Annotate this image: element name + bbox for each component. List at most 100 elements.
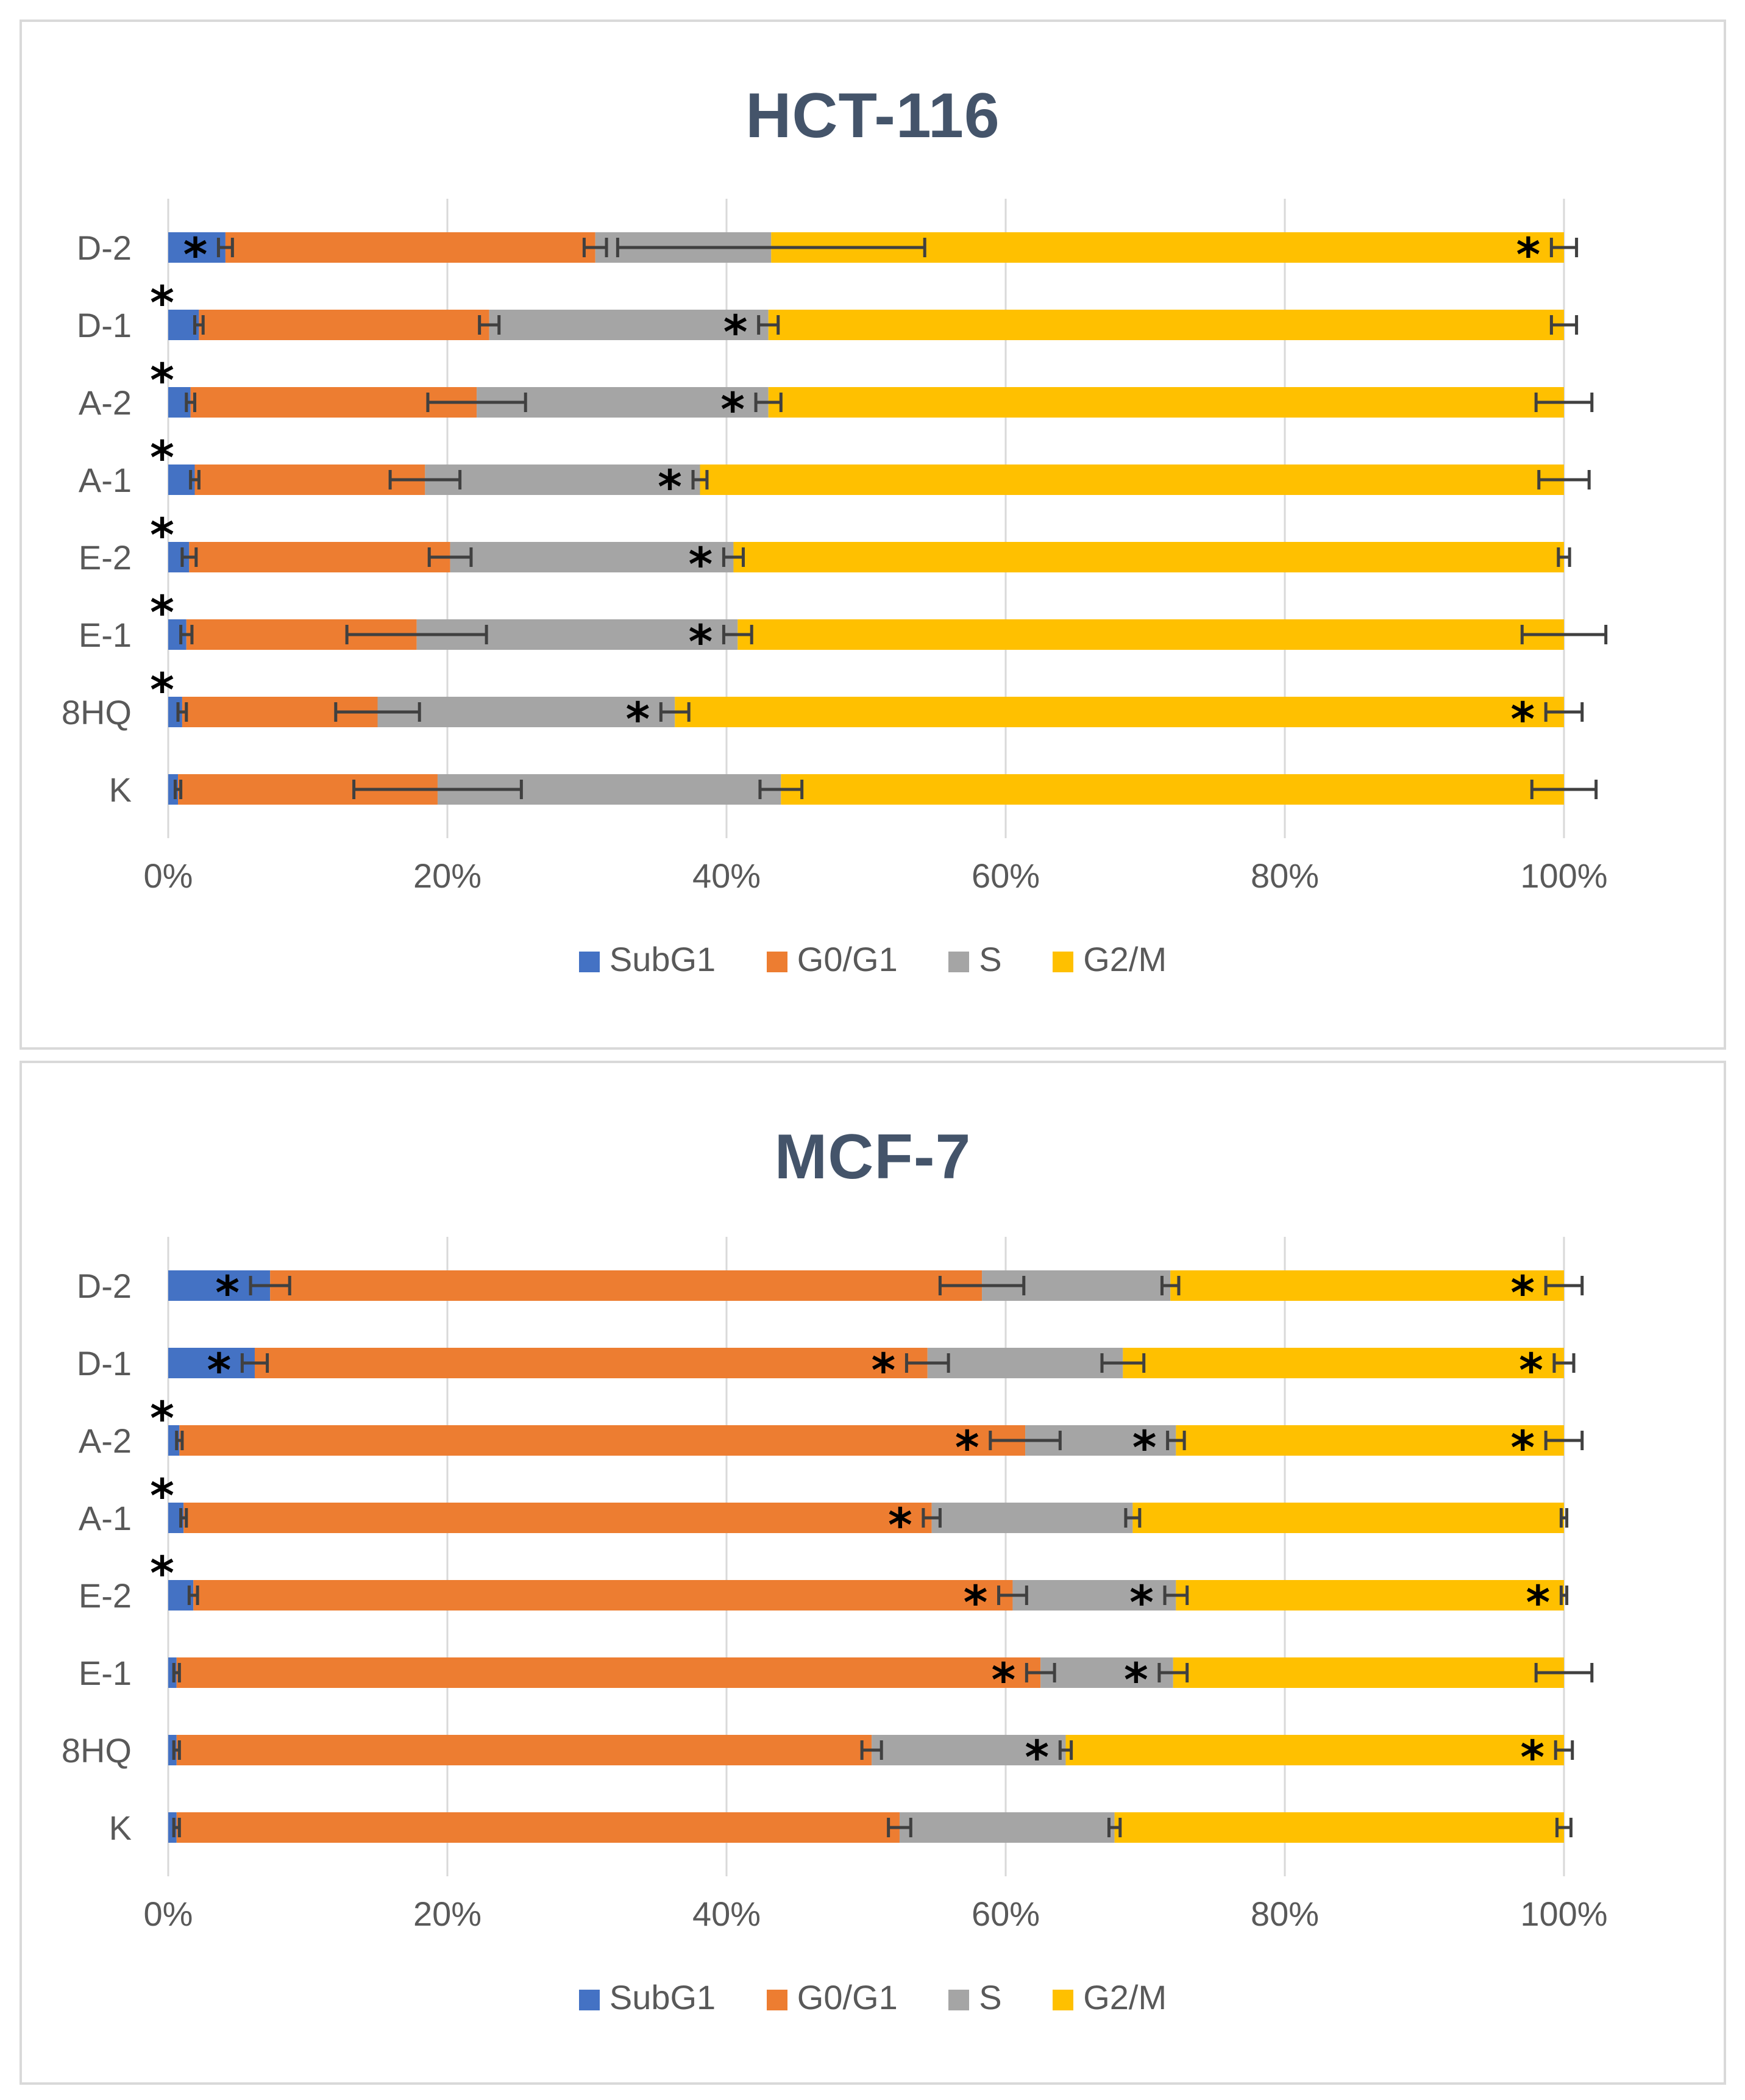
bar-segment-g0-g1 bbox=[194, 464, 425, 495]
y-category-label: D-2 bbox=[77, 229, 132, 267]
significance-asterisk: * bbox=[964, 1575, 988, 1629]
bar-segment-s bbox=[931, 1503, 1133, 1533]
error-bar-g2-m bbox=[1559, 1508, 1569, 1528]
bar-segment-g2-m bbox=[675, 697, 1564, 727]
y-category-label: K bbox=[109, 1809, 132, 1847]
bar-segment-s bbox=[927, 1348, 1123, 1378]
legend-label-g2m: G2/M bbox=[1083, 1978, 1167, 2016]
x-tick-label: 100% bbox=[1520, 856, 1607, 895]
bar-segment-g2-m bbox=[1176, 1580, 1564, 1611]
error-bar-g2-m bbox=[1552, 1353, 1576, 1373]
significance-asterisk: * bbox=[1516, 227, 1541, 282]
x-tick-label: 0% bbox=[144, 856, 193, 895]
chart-title: MCF-7 bbox=[774, 1122, 972, 1192]
chart-panel-mcf7: MCF-7 0% 20% 40% 60% 80% 100% D-2 * * D-1 * * * A-2 * *… bbox=[20, 1061, 1726, 2085]
bar-segment-s bbox=[489, 310, 769, 340]
error-bar-g0-g1 bbox=[904, 1353, 950, 1373]
error-bar-g0-g1 bbox=[887, 1818, 912, 1837]
significance-asterisk: * bbox=[1510, 692, 1535, 746]
significance-asterisk: * bbox=[1129, 1575, 1154, 1629]
significance-asterisk: * bbox=[720, 382, 745, 436]
bar-segment-g0-g1 bbox=[225, 232, 595, 263]
significance-asterisk: * bbox=[689, 614, 713, 669]
x-tick-label: 40% bbox=[692, 1895, 761, 1933]
y-category-label: K bbox=[109, 771, 132, 809]
y-category-label: A-1 bbox=[79, 461, 132, 499]
error-bar-s bbox=[659, 702, 691, 722]
bar-segment-g2-m bbox=[768, 310, 1564, 340]
legend-label-s: S bbox=[979, 1978, 1002, 2016]
error-bar-g0-g1 bbox=[352, 780, 523, 799]
error-bar-s bbox=[1058, 1740, 1073, 1760]
significance-asterisk: * bbox=[150, 1468, 174, 1523]
y-category-label: E-2 bbox=[79, 1576, 132, 1615]
bar-segment-g2-m bbox=[1132, 1503, 1564, 1533]
error-bar-g2-m bbox=[1554, 1740, 1574, 1760]
significance-asterisk: * bbox=[1526, 1575, 1551, 1629]
chart-panel-hct116: HCT-116 0% 20% 40% 60% 80% 100% D-2 * * D-1 * * A-2 *… bbox=[20, 20, 1726, 1050]
error-bar-s bbox=[1163, 1586, 1189, 1605]
significance-asterisk: * bbox=[723, 305, 748, 359]
legend-item-g2m: G2/M bbox=[1053, 1977, 1167, 2017]
legend-label-subg1: SubG1 bbox=[609, 1978, 716, 2016]
bar-segment-g0-g1 bbox=[254, 1348, 928, 1378]
significance-asterisk: * bbox=[207, 1343, 231, 1397]
error-bar-s bbox=[722, 625, 753, 644]
chart-plot-area: 0% 20% 40% 60% 80% 100%D-2 * *D-1 * * *A-2 ** * *A-1 *… bbox=[62, 1237, 1608, 1933]
error-bar-g0-g1 bbox=[334, 702, 421, 722]
error-bar-subg1 bbox=[172, 1663, 181, 1682]
bar-segment-s bbox=[377, 697, 675, 727]
error-bar-g2-m bbox=[1549, 238, 1579, 257]
legend-swatch-subg1 bbox=[578, 1990, 600, 2010]
y-category-label: E-1 bbox=[79, 616, 132, 654]
significance-asterisk: * bbox=[1124, 1653, 1148, 1707]
error-bar-g0-g1 bbox=[1025, 1663, 1056, 1682]
legend-swatch-s bbox=[948, 1990, 970, 2010]
error-bar-subg1 bbox=[189, 470, 201, 489]
bar-segment-g0-g1 bbox=[179, 1425, 1026, 1456]
bar-segment-subg1 bbox=[168, 1348, 255, 1378]
error-bar-subg1 bbox=[185, 393, 197, 412]
error-bar-s bbox=[616, 238, 926, 257]
chart-plot-area: 0% 20% 40% 60% 80% 100%D-2 * *D-1 **A-2 **A-1 **E-… bbox=[62, 199, 1608, 895]
significance-asterisk: * bbox=[1510, 1420, 1535, 1475]
error-bar-s bbox=[1100, 1353, 1146, 1373]
bar-segment-g2-m bbox=[1176, 1425, 1564, 1456]
significance-asterisk: * bbox=[150, 353, 174, 407]
significance-asterisk: * bbox=[625, 692, 650, 746]
significance-asterisk: * bbox=[150, 585, 174, 639]
error-bar-g0-g1 bbox=[345, 625, 488, 644]
error-bar-g0-g1 bbox=[989, 1431, 1062, 1450]
bar-segment-g2-m bbox=[700, 464, 1564, 495]
significance-asterisk: * bbox=[150, 1546, 174, 1600]
legend-label-subg1: SubG1 bbox=[609, 940, 716, 978]
legend-swatch-s bbox=[948, 952, 970, 972]
legend-item-s: S bbox=[948, 1977, 1002, 2017]
error-bar-s bbox=[758, 780, 804, 799]
significance-asterisk: * bbox=[1025, 1730, 1049, 1784]
significance-asterisk: * bbox=[991, 1653, 1015, 1707]
significance-asterisk: * bbox=[150, 430, 174, 485]
significance-asterisk: * bbox=[150, 663, 174, 717]
bar-segment-g2-m bbox=[781, 774, 1564, 805]
error-bar-subg1 bbox=[240, 1353, 269, 1373]
bar-segment-subg1 bbox=[168, 232, 226, 263]
significance-asterisk: * bbox=[1520, 1730, 1544, 1784]
chart-legend: SubG1 G0/G1 S G2/M bbox=[22, 939, 1724, 979]
error-bar-subg1 bbox=[172, 1818, 181, 1837]
y-category-label: A-2 bbox=[79, 1422, 132, 1460]
significance-asterisk: * bbox=[872, 1343, 896, 1397]
error-bar-g0-g1 bbox=[582, 238, 608, 257]
error-bar-g2-m bbox=[1544, 1431, 1584, 1450]
legend-swatch-g2m bbox=[1053, 952, 1074, 972]
y-category-label: A-2 bbox=[79, 383, 132, 422]
error-bar-g2-m bbox=[1520, 625, 1608, 644]
legend-item-s: S bbox=[948, 939, 1002, 979]
error-bar-g0-g1 bbox=[997, 1586, 1028, 1605]
x-tick-label: 0% bbox=[144, 1895, 193, 1933]
significance-asterisk: * bbox=[183, 227, 208, 282]
error-bar-g2-m bbox=[1549, 315, 1579, 335]
y-category-label: E-2 bbox=[79, 538, 132, 577]
error-bar-g2-m bbox=[1557, 547, 1571, 567]
error-bar-g0-g1 bbox=[388, 470, 462, 489]
